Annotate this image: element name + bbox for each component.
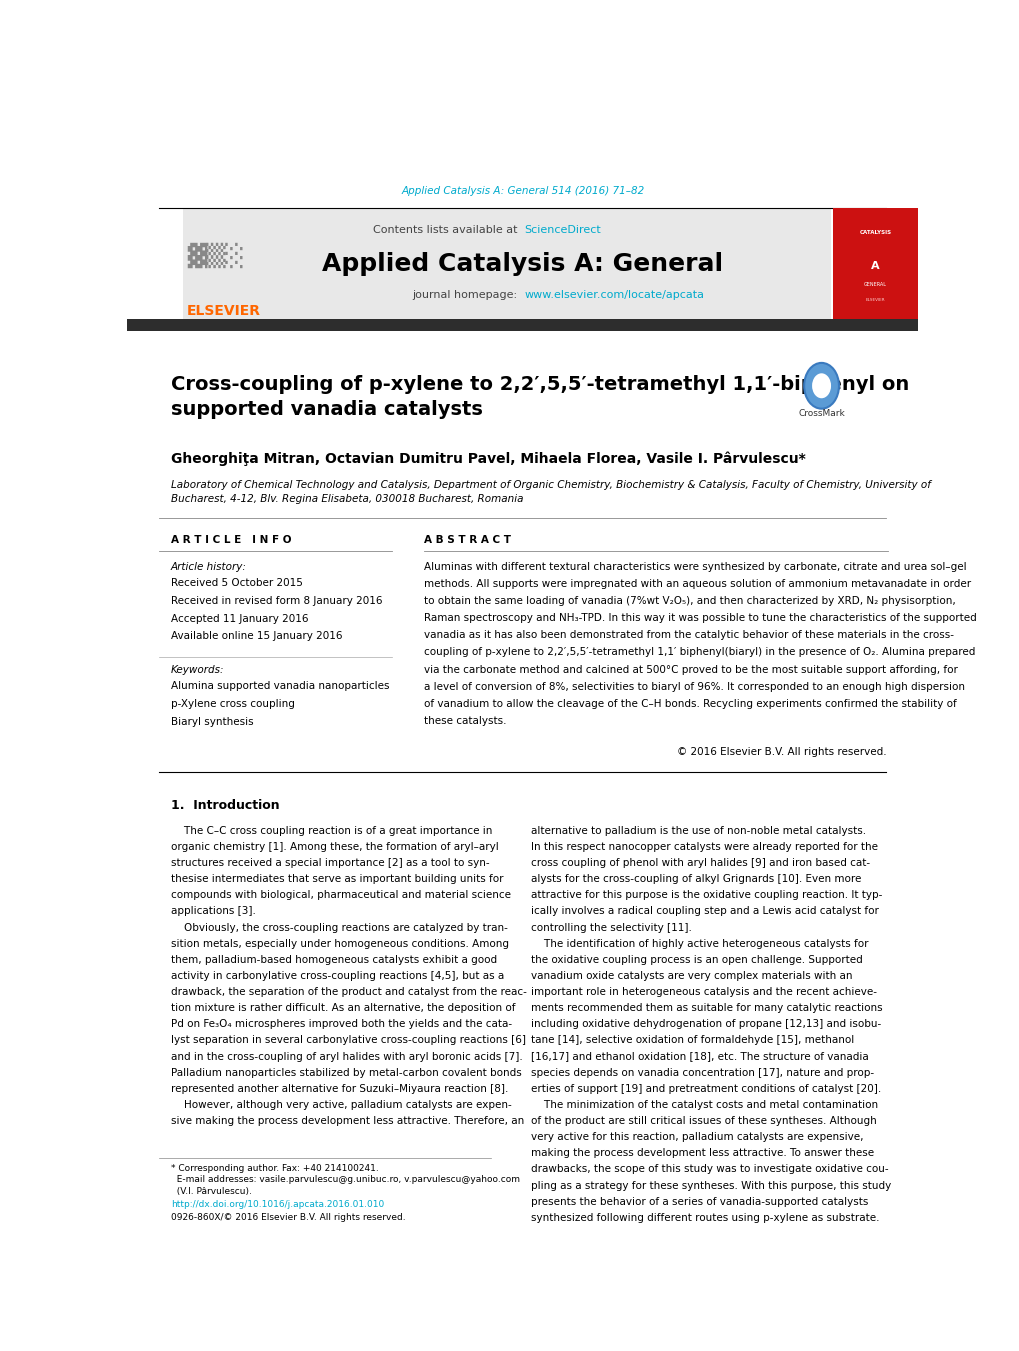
Text: applications [3].: applications [3]. [171,907,256,916]
Text: Accepted 11 January 2016: Accepted 11 January 2016 [171,613,308,624]
Text: compounds with biological, pharmaceutical and material science: compounds with biological, pharmaceutica… [171,890,511,900]
Text: ments recommended them as suitable for many catalytic reactions: ments recommended them as suitable for m… [530,1004,881,1013]
Text: Pd on Fe₃O₄ microspheres improved both the yields and the cata-: Pd on Fe₃O₄ microspheres improved both t… [171,1019,512,1029]
Text: thesise intermediates that serve as important building units for: thesise intermediates that serve as impo… [171,874,503,884]
Text: species depends on vanadia concentration [17], nature and prop-: species depends on vanadia concentration… [530,1067,873,1078]
Text: vanadia as it has also been demonstrated from the catalytic behavior of these ma: vanadia as it has also been demonstrated… [424,630,953,640]
Text: ScienceDirect: ScienceDirect [524,224,600,235]
Text: 1.  Introduction: 1. Introduction [171,798,279,812]
Text: 0926-860X/© 2016 Elsevier B.V. All rights reserved.: 0926-860X/© 2016 Elsevier B.V. All right… [171,1213,406,1221]
Text: (V.I. Pârvulescu).: (V.I. Pârvulescu). [171,1186,252,1196]
Text: Applied Catalysis A: General 514 (2016) 71–82: Applied Catalysis A: General 514 (2016) … [400,186,644,196]
Text: E-mail addresses: vasile.parvulescu@g.unibuc.ro, v.parvulescu@yahoo.com: E-mail addresses: vasile.parvulescu@g.un… [171,1175,520,1185]
Text: Laboratory of Chemical Technology and Catalysis, Department of Organic Chemistry: Laboratory of Chemical Technology and Ca… [171,481,930,504]
Text: The C–C cross coupling reaction is of a great importance in: The C–C cross coupling reaction is of a … [171,825,492,836]
Text: tane [14], selective oxidation of formaldehyde [15], methanol: tane [14], selective oxidation of formal… [530,1035,853,1046]
Text: Palladium nanoparticles stabilized by metal-carbon covalent bonds: Palladium nanoparticles stabilized by me… [171,1067,521,1078]
Text: tion mixture is rather difficult. As an alternative, the deposition of: tion mixture is rather difficult. As an … [171,1004,515,1013]
Text: Contents lists available at: Contents lists available at [373,224,521,235]
Text: © 2016 Elsevier B.V. All rights reserved.: © 2016 Elsevier B.V. All rights reserved… [676,747,886,757]
Text: Cross-coupling of p-xylene to 2,2′,5,5′-tetramethyl 1,1′-biphenyl on
supported v: Cross-coupling of p-xylene to 2,2′,5,5′-… [171,376,908,419]
Text: Applied Catalysis A: General: Applied Catalysis A: General [322,253,722,276]
Text: ELSEVIER: ELSEVIER [865,299,884,303]
Text: p-Xylene cross coupling: p-Xylene cross coupling [171,698,294,709]
Text: CrossMark: CrossMark [798,409,844,419]
Text: www.elsevier.com/locate/apcata: www.elsevier.com/locate/apcata [524,290,704,300]
Circle shape [803,363,838,408]
Text: Alumina supported vanadia nanoparticles: Alumina supported vanadia nanoparticles [171,681,389,692]
Text: a level of conversion of 8%, selectivities to biaryl of 96%. It corresponded to : a level of conversion of 8%, selectiviti… [424,682,964,692]
Text: lyst separation in several carbonylative cross-coupling reactions [6]: lyst separation in several carbonylative… [171,1035,526,1046]
Text: synthesized following different routes using p-xylene as substrate.: synthesized following different routes u… [530,1213,878,1223]
Text: CATALYSIS: CATALYSIS [858,231,891,235]
Text: making the process development less attractive. To answer these: making the process development less attr… [530,1148,873,1158]
Text: presents the behavior of a series of vanadia-supported catalysts: presents the behavior of a series of van… [530,1197,867,1206]
Text: Biaryl synthesis: Biaryl synthesis [171,716,254,727]
Text: Received in revised form 8 January 2016: Received in revised form 8 January 2016 [171,596,382,605]
Text: Gheorghiţa Mitran, Octavian Dumitru Pavel, Mihaela Florea, Vasile I. Pârvulescu*: Gheorghiţa Mitran, Octavian Dumitru Pave… [171,451,805,466]
Bar [833,208,917,323]
Text: Received 5 October 2015: Received 5 October 2015 [171,578,303,588]
Text: coupling of p-xylene to 2,2′,5,5′-tetramethyl 1,1′ biphenyl(biaryl) in the prese: coupling of p-xylene to 2,2′,5,5′-tetram… [424,647,974,658]
Text: organic chemistry [1]. Among these, the formation of aryl–aryl: organic chemistry [1]. Among these, the … [171,842,498,852]
Text: important role in heterogeneous catalysis and the recent achieve-: important role in heterogeneous catalysi… [530,988,875,997]
Text: including oxidative dehydrogenation of propane [12,13] and isobu-: including oxidative dehydrogenation of p… [530,1019,880,1029]
Text: In this respect nanocopper catalysts were already reported for the: In this respect nanocopper catalysts wer… [530,842,876,852]
Text: drawback, the separation of the product and catalyst from the reac-: drawback, the separation of the product … [171,988,527,997]
Text: vanadium oxide catalysts are very complex materials with an: vanadium oxide catalysts are very comple… [530,971,851,981]
Text: cross coupling of phenol with aryl halides [9] and iron based cat-: cross coupling of phenol with aryl halid… [530,858,869,869]
Text: The minimization of the catalyst costs and metal contamination: The minimization of the catalyst costs a… [530,1100,877,1111]
Text: The identification of highly active heterogeneous catalysts for: The identification of highly active hete… [530,939,867,948]
Text: Article history:: Article history: [171,562,247,571]
Text: ically involves a radical coupling step and a Lewis acid catalyst for: ically involves a radical coupling step … [530,907,877,916]
Text: A: A [870,261,878,272]
Text: alysts for the cross-coupling of alkyl Grignards [10]. Even more: alysts for the cross-coupling of alkyl G… [530,874,860,884]
Text: sive making the process development less attractive. Therefore, an: sive making the process development less… [171,1116,524,1125]
Text: structures received a special importance [2] as a tool to syn-: structures received a special importance… [171,858,489,869]
Text: ELSEVIER: ELSEVIER [186,304,261,317]
Text: drawbacks, the scope of this study was to investigate oxidative cou-: drawbacks, the scope of this study was t… [530,1165,888,1174]
Text: controlling the selectivity [11].: controlling the selectivity [11]. [530,923,691,932]
Text: Obviously, the cross-coupling reactions are catalyzed by tran-: Obviously, the cross-coupling reactions … [171,923,507,932]
Text: A B S T R A C T: A B S T R A C T [424,535,511,544]
Text: journal homepage:: journal homepage: [412,290,521,300]
Text: of the product are still critical issues of these syntheses. Although: of the product are still critical issues… [530,1116,875,1125]
Text: GENERAL: GENERAL [863,282,886,288]
Text: [16,17] and ethanol oxidation [18], etc. The structure of vanadia: [16,17] and ethanol oxidation [18], etc.… [530,1051,867,1062]
Text: attractive for this purpose is the oxidative coupling reaction. It typ-: attractive for this purpose is the oxida… [530,890,881,900]
Text: ▓▒░: ▓▒░ [186,243,245,269]
Text: alternative to palladium is the use of non-noble metal catalysts.: alternative to palladium is the use of n… [530,825,865,836]
Text: Raman spectroscopy and NH₃-TPD. In this way it was possible to tune the characte: Raman spectroscopy and NH₃-TPD. In this … [424,613,976,623]
Text: pling as a strategy for these syntheses. With this purpose, this study: pling as a strategy for these syntheses.… [530,1181,890,1190]
Text: Aluminas with different textural characteristics were synthesized by carbonate, : Aluminas with different textural charact… [424,562,966,571]
Text: the oxidative coupling process is an open challenge. Supported: the oxidative coupling process is an ope… [530,955,861,965]
Text: very active for this reaction, palladium catalysts are expensive,: very active for this reaction, palladium… [530,1132,862,1142]
Text: of vanadium to allow the cleavage of the C–H bonds. Recycling experiments confir: of vanadium to allow the cleavage of the… [424,698,956,709]
Text: methods. All supports were impregnated with an aqueous solution of ammonium meta: methods. All supports were impregnated w… [424,578,970,589]
Circle shape [811,373,830,399]
Text: sition metals, especially under homogeneous conditions. Among: sition metals, especially under homogene… [171,939,508,948]
Text: However, although very active, palladium catalysts are expen-: However, although very active, palladium… [171,1100,512,1111]
Text: and in the cross-coupling of aryl halides with aryl boronic acids [7].: and in the cross-coupling of aryl halide… [171,1051,522,1062]
Bar [182,208,830,323]
Text: represented another alternative for Suzuki–Miyaura reaction [8].: represented another alternative for Suzu… [171,1084,507,1094]
Text: http://dx.doi.org/10.1016/j.apcata.2016.01.010: http://dx.doi.org/10.1016/j.apcata.2016.… [171,1200,384,1209]
Text: to obtain the same loading of vanadia (7%wt V₂O₅), and then characterized by XRD: to obtain the same loading of vanadia (7… [424,596,955,605]
Text: via the carbonate method and calcined at 500°C proved to be the most suitable su: via the carbonate method and calcined at… [424,665,957,674]
Text: them, palladium-based homogeneous catalysts exhibit a good: them, palladium-based homogeneous cataly… [171,955,496,965]
Text: Keywords:: Keywords: [171,665,224,674]
Bar [127,319,917,331]
Text: erties of support [19] and pretreatment conditions of catalyst [20].: erties of support [19] and pretreatment … [530,1084,880,1094]
Text: Available online 15 January 2016: Available online 15 January 2016 [171,631,342,642]
Text: these catalysts.: these catalysts. [424,716,506,725]
Text: A R T I C L E   I N F O: A R T I C L E I N F O [171,535,291,544]
Text: activity in carbonylative cross-coupling reactions [4,5], but as a: activity in carbonylative cross-coupling… [171,971,503,981]
Text: * Corresponding author. Fax: +40 214100241.: * Corresponding author. Fax: +40 2141002… [171,1165,378,1173]
